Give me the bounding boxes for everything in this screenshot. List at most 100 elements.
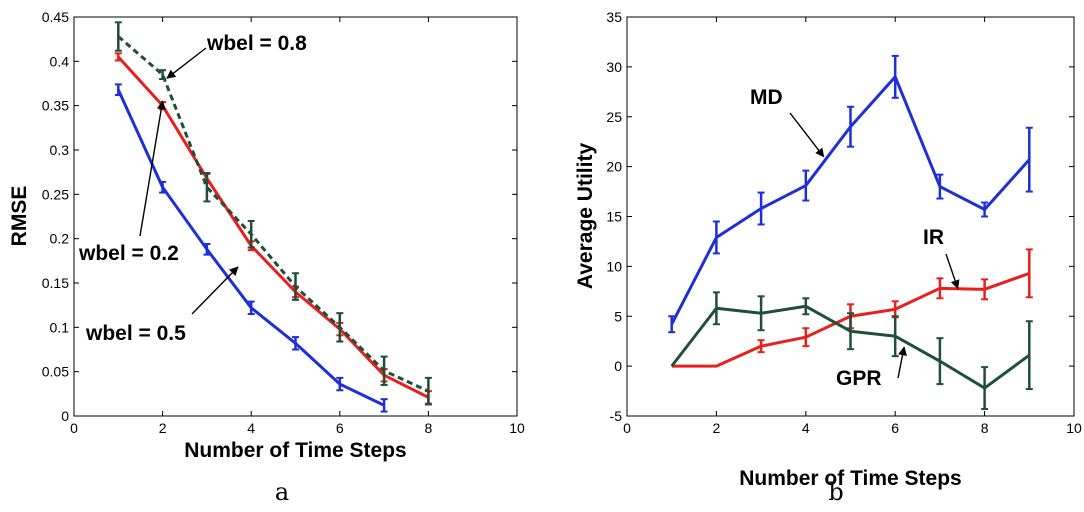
x-tick-label: 8	[425, 420, 433, 436]
error-bar	[712, 291, 720, 326]
error-bar	[336, 312, 344, 343]
y-tick-label: 0.4	[50, 53, 70, 69]
y-tick-label: 5	[614, 308, 622, 324]
error-bar	[981, 366, 989, 411]
caption-a: a	[275, 478, 289, 506]
y-tick-label: -5	[610, 408, 623, 424]
error-bar	[936, 337, 944, 386]
y-tick-label: 0.25	[42, 186, 69, 202]
error-bar	[247, 300, 255, 316]
error-bar	[380, 398, 388, 413]
y-tick-label: 0	[614, 358, 622, 374]
error-bar	[668, 315, 676, 334]
x-tick-label: 0	[70, 420, 78, 436]
series-layer-a	[114, 21, 432, 413]
y-tick-label: 15	[606, 209, 622, 225]
series-layer-b	[668, 54, 1033, 411]
x-tick-label: 6	[336, 420, 344, 436]
error-bar	[847, 105, 854, 148]
x-tick-label: 0	[623, 420, 631, 436]
x-tick-label: 10	[1066, 420, 1082, 436]
annotation-label: MD	[750, 86, 783, 109]
annotation-label: GPR	[836, 367, 882, 390]
x-axis-label-b: Number of Time Steps	[739, 467, 962, 490]
plot-frame-b	[626, 16, 1075, 417]
error-bar	[981, 201, 989, 218]
error-bar	[292, 272, 299, 301]
annotation-arrow	[897, 346, 907, 379]
x-tick-label: 10	[509, 420, 525, 436]
error-bar	[936, 173, 944, 200]
error-bar	[981, 278, 989, 301]
error-bar	[1025, 248, 1033, 299]
annotation-arrow	[139, 100, 166, 237]
error-bar	[380, 355, 388, 386]
error-bar	[159, 69, 167, 81]
chart-panel-a: 0 2 4 6 8 10 0 0.05 0.1 0.15 0.2 0.25 0.3 0.35 0.4 0.4…	[8, 9, 525, 506]
x-tick-label: 4	[802, 420, 810, 436]
error-bar	[114, 52, 122, 62]
y-tick-label: 0.1	[50, 319, 70, 335]
y-tick-label: 0.3	[50, 142, 70, 158]
annotation-arrow	[789, 112, 825, 158]
x-tick-label: 2	[713, 420, 721, 436]
y-axis-ticks-a: 0 0.05 0.1 0.15 0.2 0.25 0.3 0.35 0.4 0.45	[42, 9, 517, 424]
y-tick-label: 20	[606, 159, 622, 175]
y-tick-label: 0.15	[42, 275, 69, 291]
annotations-b: MD IR GPR	[750, 86, 960, 390]
y-tick-label: 25	[606, 109, 622, 125]
x-tick-label: 6	[891, 420, 899, 436]
annotation-label: wbel = 0.5	[85, 322, 186, 345]
error-bar	[292, 336, 299, 351]
error-bar	[1025, 126, 1033, 193]
error-bar	[336, 376, 344, 392]
annotation-arrow	[191, 266, 239, 315]
series-line-a-1	[117, 55, 430, 399]
error-bar	[424, 376, 432, 406]
x-axis-ticks-a: 0 2 4 6 8 10	[70, 17, 525, 436]
error-bar	[757, 339, 765, 354]
y-tick-label: 0	[61, 408, 69, 424]
error-bar	[114, 21, 122, 52]
error-bar	[1025, 320, 1033, 391]
annotation-label: wbel = 0.2	[78, 242, 179, 265]
error-bar	[203, 172, 211, 203]
y-tick-label: 35	[606, 9, 622, 25]
error-bar	[802, 169, 810, 202]
error-bar	[712, 220, 720, 255]
caption-b: b	[828, 478, 843, 506]
y-tick-label: 0.45	[42, 9, 69, 25]
x-tick-label: 8	[981, 420, 989, 436]
y-axis-ticks-b: -5 0 5 10 15 20 25 30 35	[606, 9, 1074, 424]
x-axis-label-a: Number of Time Steps	[184, 439, 407, 462]
annotation-arrow	[166, 47, 207, 79]
error-bar	[757, 295, 765, 332]
series-line-a-2	[117, 35, 430, 393]
x-tick-label: 2	[159, 420, 167, 436]
y-tick-label: 0.2	[50, 231, 70, 247]
error-bar	[802, 297, 810, 316]
error-bar	[891, 54, 899, 99]
error-bar	[203, 242, 211, 256]
error-bar	[847, 312, 854, 351]
annotations-a: wbel = 0.8 wbel = 0.2 wbel = 0.5	[78, 32, 307, 345]
y-tick-label: 30	[606, 59, 622, 75]
y-axis-label-b: Average Utility	[574, 143, 597, 290]
plot-frame-a	[73, 16, 518, 417]
y-axis-label-a: RMSE	[8, 186, 31, 247]
x-axis-ticks-b: 0 2 4 6 8 10	[623, 17, 1082, 436]
x-tick-label: 4	[247, 420, 255, 436]
annotation-label: IR	[923, 226, 944, 249]
y-tick-label: 10	[606, 258, 622, 274]
y-tick-label: 0.35	[42, 98, 69, 114]
error-bar	[159, 180, 167, 194]
annotation-label: wbel = 0.8	[206, 32, 307, 55]
error-bar	[247, 219, 255, 249]
y-tick-label: 0.05	[42, 364, 69, 380]
error-bar	[802, 327, 810, 348]
error-bar	[891, 315, 899, 358]
annotation-arrow	[945, 253, 960, 290]
error-bar	[114, 83, 122, 97]
